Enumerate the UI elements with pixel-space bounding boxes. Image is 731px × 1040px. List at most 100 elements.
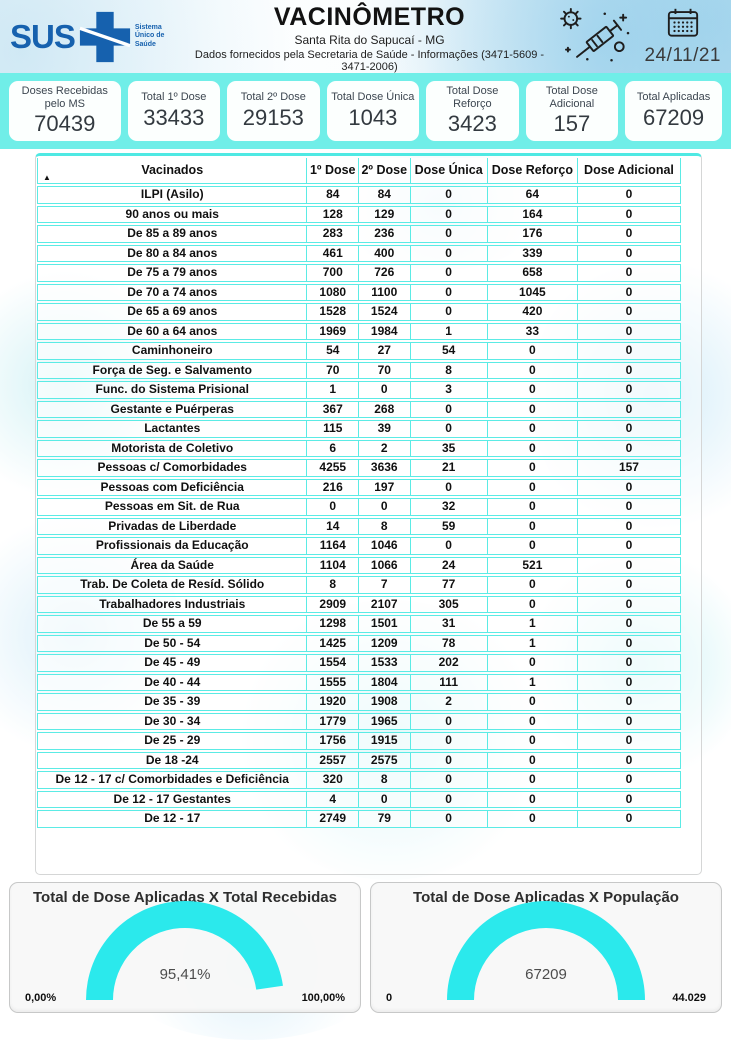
summary-card: Total Aplicadas 67209 [625, 81, 722, 141]
cell-category: Privadas de Liberdade [37, 517, 308, 535]
page-title: VACINÔMETRO [273, 3, 466, 31]
gauge-applied-vs-population-panel: Total de Dose Aplicadas X População 6720… [370, 882, 722, 1013]
gauge-arc [447, 901, 645, 1000]
cell-value: 0 [487, 771, 578, 789]
gauge-title: Total de Dose Aplicadas X População [413, 889, 679, 906]
cell-value: 0 [577, 244, 681, 262]
cell-value: 0 [487, 537, 578, 555]
cell-value: 35 [410, 439, 488, 457]
cell-value: 157 [577, 459, 681, 477]
cell-value: 33 [487, 322, 578, 340]
cell-value: 1908 [359, 693, 411, 711]
cell-value: 59 [410, 517, 488, 535]
gauge-max-label: 44.029 [672, 992, 706, 1004]
cell-value: 0 [577, 342, 681, 360]
cell-category: Caminhoneiro [37, 342, 308, 360]
cell-value: 0 [577, 712, 681, 730]
cell-value: 0 [487, 732, 578, 750]
summary-card-value: 1043 [348, 104, 398, 130]
summary-cards: Doses Recebidas pelo MS 70439 Total 1º Dos… [0, 73, 731, 149]
cell-value: 4255 [307, 459, 359, 477]
cell-value: 1045 [487, 283, 578, 301]
summary-card: Total Dose Reforço 3423 [426, 81, 519, 141]
cell-value: 7 [359, 576, 411, 594]
summary-card-value: 70439 [34, 111, 96, 137]
summary-card: Total Dose Adicional 157 [525, 81, 619, 141]
summary-card-value: 67209 [642, 104, 705, 130]
cell-value: 0 [577, 303, 681, 321]
cell-value: 0 [410, 771, 488, 789]
cell-category: De 60 a 64 anos [37, 322, 308, 340]
cell-value: 24 [410, 556, 488, 574]
table-row: De 80 a 84 anos 461 400 0 339 0 [37, 244, 681, 262]
gauge-applied-vs-received-panel: Total de Dose Aplicadas X Total Recebida… [9, 882, 361, 1013]
column-header[interactable]: Vacinados ▲ [37, 158, 308, 184]
cell-value: 0 [487, 517, 578, 535]
cell-value: 84 [307, 186, 359, 204]
cell-category: De 12 - 17 Gestantes [37, 790, 308, 808]
cell-value: 84 [359, 186, 411, 204]
summary-card-value: 3423 [447, 111, 497, 137]
cell-value: 0 [577, 381, 681, 399]
cell-value: 8 [410, 361, 488, 379]
cell-value: 0 [577, 556, 681, 574]
cell-value: 1 [487, 615, 578, 633]
table-row: De 12 - 17 2749 79 0 0 0 [37, 810, 681, 828]
cell-value: 78 [410, 634, 488, 652]
cell-value: 0 [410, 400, 488, 418]
cell-value: 1804 [359, 673, 411, 691]
cell-value: 1 [487, 634, 578, 652]
table-row: De 65 a 69 anos 1528 1524 0 420 0 [37, 303, 681, 321]
cell-value: 2 [359, 439, 411, 457]
cell-value: 1969 [307, 322, 359, 340]
summary-card-label: Doses Recebidas pelo MS [21, 84, 108, 110]
column-header[interactable]: 1º Dose [307, 158, 359, 184]
date-block: 24/11/21 [644, 7, 721, 67]
gauge-title: Total de Dose Aplicadas X Total Recebida… [33, 889, 337, 906]
cell-value: 0 [577, 400, 681, 418]
column-header[interactable]: Dose Reforço [487, 158, 578, 184]
cell-category: De 55 a 59 [37, 615, 308, 633]
cell-value: 8 [359, 517, 411, 535]
summary-card-value: 29153 [242, 104, 304, 130]
gauge-min-label: 0 [386, 992, 393, 1004]
cell-value: 0 [410, 790, 488, 808]
table-row: Lactantes 115 39 0 0 0 [37, 420, 681, 438]
cell-value: 115 [307, 420, 359, 438]
table-row: De 75 a 79 anos 700 726 0 658 0 [37, 264, 681, 282]
cell-value: 0 [410, 732, 488, 750]
summary-card-label: Total Dose Adicional [545, 84, 598, 110]
cell-category: De 50 - 54 [37, 634, 308, 652]
summary-card-label: Total Dose Reforço [446, 84, 499, 110]
cell-value: 0 [410, 244, 488, 262]
cell-value: 400 [359, 244, 411, 262]
cell-value: 164 [487, 205, 578, 223]
gauges-row: Total de Dose Aplicadas X Total Recebida… [9, 882, 722, 1013]
sus-logo: SUS Sistema Único de Saúde [10, 10, 188, 64]
cell-value: 420 [487, 303, 578, 321]
cell-value: 461 [307, 244, 359, 262]
cell-value: 0 [410, 420, 488, 438]
column-header[interactable]: Dose Única [410, 158, 488, 184]
cell-value: 0 [410, 712, 488, 730]
summary-card: Total 1º Dose 33433 [127, 81, 221, 141]
cell-value: 176 [487, 225, 578, 243]
cell-value: 2 [410, 693, 488, 711]
column-header[interactable]: Dose Adicional [577, 158, 681, 184]
cell-value: 6 [307, 439, 359, 457]
cell-value: 0 [577, 420, 681, 438]
cell-value: 2749 [307, 810, 359, 828]
cell-value: 0 [410, 303, 488, 321]
cell-value: 0 [487, 712, 578, 730]
cell-value: 0 [577, 654, 681, 672]
cell-value: 1100 [359, 283, 411, 301]
cell-value: 1524 [359, 303, 411, 321]
cell-category: Trabalhadores Industriais [37, 595, 308, 613]
cell-value: 1533 [359, 654, 411, 672]
table-row: Profissionais da Educação 1164 1046 0 0 0 [37, 537, 681, 555]
cell-value: 4 [307, 790, 359, 808]
cell-value: 54 [410, 342, 488, 360]
cell-category: De 12 - 17 c/ Comorbidades e Deficiência [37, 771, 308, 789]
column-header[interactable]: 2º Dose [359, 158, 411, 184]
cell-value: 32 [410, 498, 488, 516]
